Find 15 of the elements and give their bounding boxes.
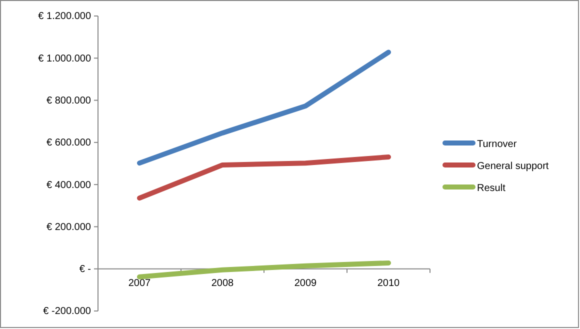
x-tick-label: 2007 bbox=[128, 278, 152, 289]
y-tick-label: € - bbox=[79, 264, 91, 276]
y-tick-label: € -200.000 bbox=[43, 306, 92, 318]
y-tick-label: € 800.000 bbox=[46, 95, 92, 106]
y-tick-label: € 200.000 bbox=[46, 222, 92, 233]
legend-label: General support bbox=[477, 161, 549, 172]
x-tick-label: 2009 bbox=[294, 278, 318, 289]
x-tick-label: 2010 bbox=[377, 278, 400, 289]
y-tick-label: € 400.000 bbox=[46, 180, 92, 191]
y-tick-label: € 600.000 bbox=[46, 138, 92, 149]
x-tick-label: 2008 bbox=[211, 278, 234, 289]
legend-label: Result bbox=[477, 183, 506, 194]
y-tick-label: € 1.200.000 bbox=[38, 11, 92, 22]
y-tick-label: € 1.000.000 bbox=[38, 53, 92, 64]
legend-label: Turnover bbox=[477, 139, 518, 150]
